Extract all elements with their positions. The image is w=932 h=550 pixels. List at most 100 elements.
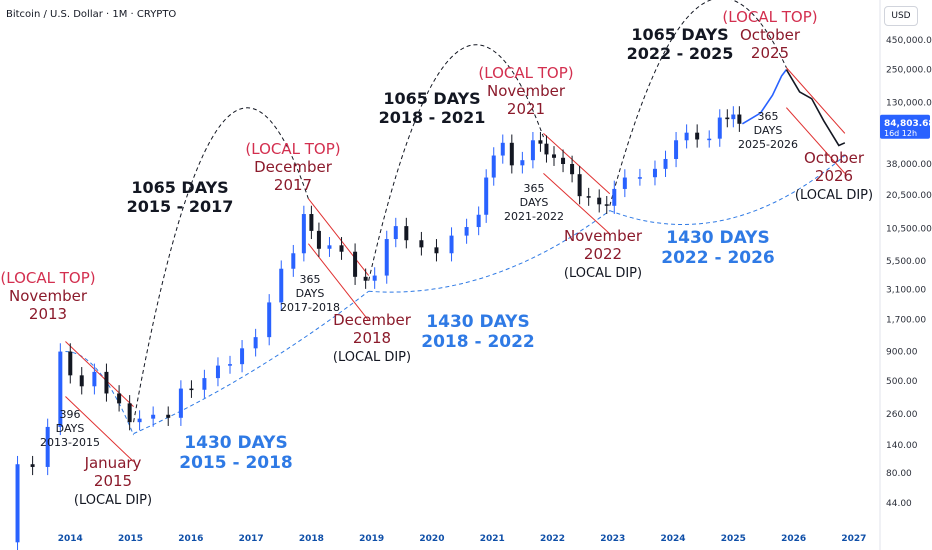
annotation-line: January (84, 454, 142, 472)
candle-body (15, 464, 20, 543)
x-tick-label: 2020 (419, 534, 444, 544)
y-tick-label: 80.00 (886, 469, 912, 479)
candle-body (58, 351, 63, 427)
candle-body (544, 143, 549, 155)
candle-body (353, 251, 358, 277)
x-tick-label: 2024 (661, 534, 686, 544)
projection-path (741, 69, 846, 147)
arc-2022-2026 (609, 155, 846, 225)
channel-2022 (543, 133, 611, 195)
annotation-line: 2025-2026 (738, 138, 798, 151)
channel-2018 (307, 198, 370, 276)
annotation-line: DAYS (296, 287, 325, 300)
annotation-line: 365 (300, 273, 321, 286)
candle-body (561, 157, 566, 164)
annotation-line: (LOCAL DIP) (795, 188, 873, 203)
y-tick-label: 140.00 (886, 441, 918, 451)
x-tick-label: 2026 (781, 534, 806, 544)
x-tick-label: 2016 (178, 534, 203, 544)
channel-2018 (307, 243, 370, 321)
annotation-line: (LOCAL DIP) (333, 350, 411, 365)
y-tick-label: 900.00 (886, 348, 918, 358)
candle-body (707, 138, 712, 141)
annotation-line: 2017-2018 (280, 301, 340, 314)
x-tick-label: 2014 (58, 534, 83, 544)
arc-2013-2015 (65, 351, 135, 436)
annotation-line: November (564, 227, 643, 245)
annotation-line: DAYS (56, 422, 85, 435)
candle-body (464, 227, 469, 236)
candle-body (253, 337, 258, 349)
y-tick-label: 5,500.00 (886, 257, 926, 267)
candle-body (166, 414, 171, 418)
candle-body (597, 197, 602, 205)
annotation-line: 2013-2015 (40, 436, 100, 449)
annotation-line: 2025 (751, 44, 789, 62)
y-tick-label: 130,000.00 (886, 98, 932, 108)
y-tick-label: 500.00 (886, 377, 918, 387)
x-tick-label: 2017 (239, 534, 264, 544)
channel-2022 (543, 173, 611, 235)
annotation-line: October (740, 26, 801, 44)
annotation-line: 1430 DAYS (426, 312, 529, 332)
annotation-line: 2021-2022 (504, 210, 564, 223)
annotation-line: (LOCAL TOP) (245, 140, 340, 158)
price-tag-box (880, 114, 930, 139)
y-tick-label: 44.00 (886, 499, 912, 509)
candle-body (484, 177, 489, 215)
annotation-line: DAYS (754, 124, 783, 137)
annotation-line: 2015 (94, 472, 132, 490)
candles (15, 106, 742, 550)
arc-2022-2025 (609, 0, 787, 206)
annotation-line: 365 (758, 110, 779, 123)
candle-body (393, 226, 398, 240)
candle-body (622, 177, 627, 189)
candle-body (309, 214, 314, 231)
currency-selector[interactable]: USD (884, 6, 918, 26)
annotation-line: (LOCAL DIP) (74, 493, 152, 508)
annotation-line: October (804, 149, 865, 167)
candle-body (384, 239, 389, 276)
candle-body (327, 245, 332, 249)
annotation-line: 2022 - 2025 (627, 44, 734, 63)
candle-body (434, 247, 439, 254)
annotation-line: 2013 (29, 305, 67, 323)
y-tick-label: 10,500.00 (886, 224, 932, 234)
annotation-line: 2018 - 2022 (421, 332, 535, 352)
annotation-line: 2022 - 2026 (661, 248, 775, 268)
candle-body (68, 351, 73, 376)
annotation-line: December (254, 158, 333, 176)
candle-body (520, 160, 525, 166)
annotation-line: DAYS (520, 196, 549, 209)
candle-body (652, 168, 657, 178)
annotation-line: 2022 (584, 245, 622, 263)
annotations: (LOCAL TOP)November2013396DAYS2013-2015J… (0, 8, 873, 508)
candle-body (137, 418, 142, 423)
annotation-line: 1065 DAYS (383, 89, 480, 108)
chart-header-title: Bitcoin / U.S. Dollar · 1M · CRYPTO (6, 9, 177, 20)
candle-body (291, 253, 296, 269)
candle-body (189, 388, 194, 391)
candle-body (717, 117, 722, 139)
annotation-line: (LOCAL DIP) (564, 266, 642, 281)
annotation-line: 1430 DAYS (666, 228, 769, 248)
annotation-line: December (333, 311, 412, 329)
candle-body (637, 177, 642, 179)
price-tag-countdown: 16d 12h (884, 129, 917, 138)
annotation-line: (LOCAL TOP) (722, 8, 817, 26)
annotation-line: November (9, 287, 88, 305)
